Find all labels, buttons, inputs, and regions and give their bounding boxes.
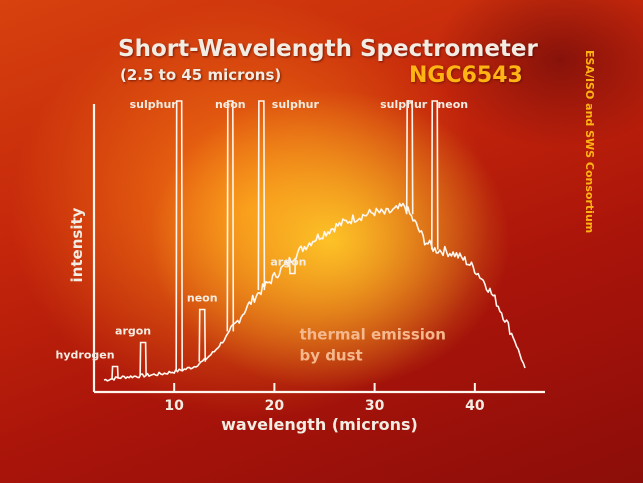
emission-label-neon: neon [215,98,246,111]
emission-label-sulphur: sulphur [130,98,178,111]
emission-line-neon [430,100,439,250]
dust-annotation: by dust [299,347,362,365]
emission-label-sulphur: sulphur [272,98,320,111]
chart-subtitle: (2.5 to 45 microns) [120,66,282,84]
emission-label-neon: neon [437,98,468,111]
continuum-line [103,202,526,382]
x-axis-label: wavelength (microns) [221,415,418,434]
emission-line-neon [198,308,207,362]
emission-line-argon [288,257,297,275]
emission-line-argon [139,341,147,376]
emission-label-argon: argon [270,256,306,269]
emission-line-sulphur [405,100,414,215]
x-tick-label: 40 [465,398,485,414]
emission-label-neon: neon [187,292,218,305]
emission-label-hydrogen: hydrogen [56,349,115,362]
y-axis-label: intensity [68,207,86,282]
chart-title: Short-Wavelength Spectrometer [118,36,538,62]
emission-line-sulphur [175,100,183,371]
x-tick-label: 30 [365,398,385,414]
emission-label-sulphur: sulphur [380,98,428,111]
object-name: NGC6543 [409,63,523,88]
emission-line-neon [226,100,235,332]
emission-label-argon: argon [115,325,151,338]
x-tick-label: 20 [265,398,285,414]
emission-line-hydrogen [111,365,119,379]
dust-annotation: thermal emission [299,326,445,344]
emission-line-sulphur [257,100,266,291]
x-tick-label: 10 [164,398,184,414]
